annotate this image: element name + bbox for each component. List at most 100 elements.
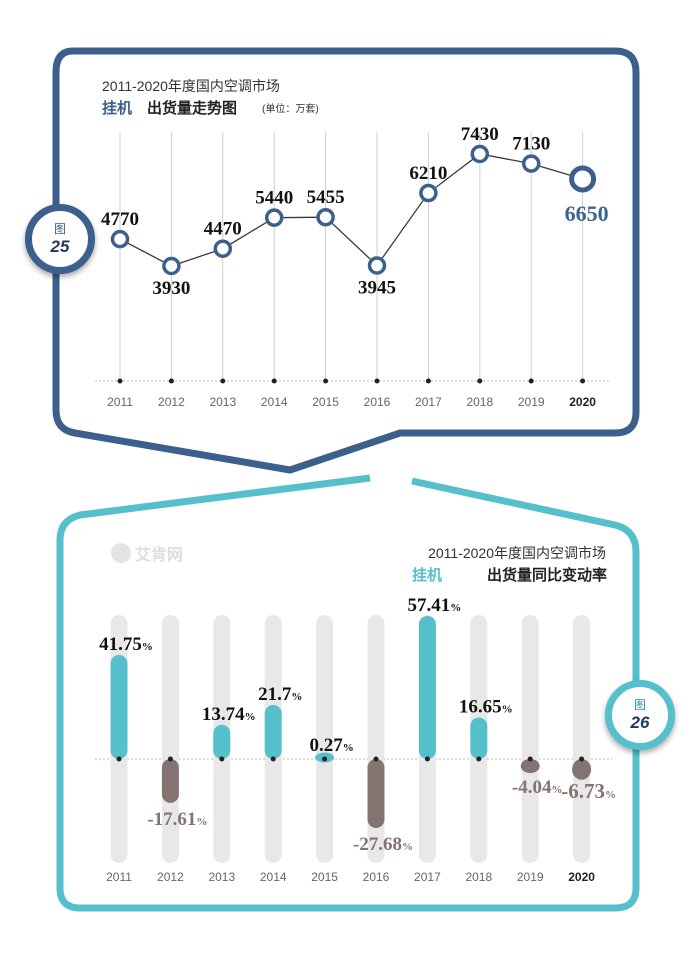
chart26-title-rest: 出货量同比变动率 [487, 566, 607, 584]
chart25-data-label: 4470 [204, 219, 242, 240]
chart25-axis-dot [425, 378, 431, 384]
chart25-x-tick-label: 2016 [364, 395, 391, 409]
chart25-x-tick-label: 2013 [209, 395, 236, 409]
chart25-axis-dot [323, 378, 329, 384]
chart25-title-rest: 出货量走势图 [147, 99, 237, 117]
chart26-axis-dot [476, 756, 482, 762]
chart26-data-label: 57.41% [408, 595, 462, 616]
chart25-data-label: 3945 [358, 278, 396, 299]
chart25-data-label: 6650 [565, 201, 609, 226]
chart26-x-tick-label: 2016 [363, 870, 390, 884]
chart25-data-point [569, 165, 597, 193]
chart25-axis-dot [374, 378, 380, 384]
chart26-badge: 图 26 [605, 680, 675, 750]
chart26-bar-track [573, 615, 591, 863]
chart25-data-point [470, 144, 490, 164]
chart25-axis-dot [117, 378, 123, 384]
chart25-data-label: 5440 [255, 188, 293, 209]
chart25-x-tick-label: 2018 [466, 395, 493, 409]
chart25-data-point [264, 208, 284, 227]
chart25-x-tick-label: 2012 [158, 395, 185, 409]
chart25-data-label: 7430 [461, 124, 499, 145]
chart25-axis-dot [220, 378, 226, 384]
chart26-title: 2011-2020年度国内空调市场 [428, 545, 606, 561]
chart25-x-tick-label: 2015 [312, 395, 339, 409]
chart25-axis-dot [477, 378, 483, 384]
chart26-bar [213, 724, 231, 759]
chart26-axis-dot [219, 756, 225, 762]
chart25-data-point [367, 256, 387, 275]
chart26-data-label: 16.65% [459, 697, 513, 718]
watermark-logo [111, 543, 131, 563]
chart25-data-label: 3930 [152, 278, 190, 299]
chart26-bar [264, 704, 282, 759]
chart25-data-point [521, 154, 541, 173]
chart26-badge-label: 图 [633, 698, 646, 712]
chart25-data-label: 7130 [512, 134, 550, 155]
chart26-bar [367, 759, 385, 828]
chart26-axis-dot [116, 756, 122, 762]
chart26-data-label: 0.27% [309, 735, 353, 756]
chart26-frame [56, 474, 640, 912]
chart26-bar [520, 759, 540, 774]
chart25-data-label: 4770 [101, 209, 139, 230]
chart26-data-label: -27.68% [353, 834, 413, 855]
chart26-axis-dot [270, 756, 276, 762]
chart26-bar [470, 717, 488, 759]
chart26-x-tick-label: 2013 [208, 870, 235, 884]
chart25-x-tick-label: 2019 [518, 395, 545, 409]
chart26-x-tick-label: 2020 [568, 870, 595, 884]
chart26-data-label: 13.74% [202, 704, 256, 725]
chart26-axis-dot [167, 756, 173, 762]
chart26-x-tick-label: 2018 [465, 870, 492, 884]
chart25-series-line [119, 153, 583, 267]
chart25-data-point [213, 239, 233, 258]
chart25-axis-dot [271, 378, 277, 384]
chart26-x-tick-label: 2014 [260, 870, 287, 884]
chart25-data-point [419, 183, 438, 203]
chart26-data-label: -17.61% [147, 809, 207, 830]
chart25-axis-dot [528, 378, 534, 384]
chart26-bar [418, 616, 436, 759]
chart26-data-label: 21.7% [258, 684, 302, 705]
chart26-axis-dot [322, 756, 328, 762]
chart26-badge-number: 26 [630, 713, 650, 732]
chart25-data-point [110, 229, 130, 249]
chart25-data-point [162, 256, 181, 276]
chart26-x-tick-label: 2015 [311, 870, 338, 884]
chart26-data-label: -6.73% [561, 779, 616, 803]
chart25-axis-dot [580, 378, 586, 384]
chart25-x-tick-label: 2017 [415, 395, 442, 409]
chart25-x-tick-label: 2014 [261, 395, 288, 409]
chart26-bar [110, 655, 128, 759]
chart25-x-tick-label: 2011 [107, 395, 133, 409]
chart26-axis-dot [527, 756, 533, 762]
chart26-data-label: -4.04% [512, 777, 563, 798]
chart26-title-highlight: 挂机 [412, 566, 442, 584]
chart26-x-tick-label: 2011 [106, 870, 132, 884]
chart25-axis-dot [168, 378, 174, 384]
chart26-axis-dot [424, 756, 430, 762]
chart25-x-tick-label: 2020 [569, 395, 596, 409]
chart25-badge-label: 图 [53, 222, 66, 236]
chart25-badge: 图 25 [25, 204, 95, 274]
chart25-data-point [316, 207, 335, 227]
chart26-x-tick-label: 2012 [157, 870, 184, 884]
chart26-bar-track [521, 615, 539, 863]
chart25-title-highlight: 挂机 [102, 99, 132, 117]
chart25-data-label: 5455 [307, 187, 345, 208]
chart25-data-label: 6210 [409, 163, 447, 184]
chart26-axis-dot [373, 756, 379, 762]
chart25-title-unit: (单位：万套) [262, 102, 319, 115]
chart26-data-label: 41.75% [99, 634, 153, 655]
chart26-bar-track [316, 615, 334, 863]
chart25-frame [52, 47, 640, 474]
chart26-axis-dot [579, 756, 585, 762]
chart25-title: 2011-2020年度国内空调市场 [102, 78, 280, 94]
chart26-x-tick-label: 2019 [517, 870, 544, 884]
watermark-text: 艾肯网 [135, 545, 183, 564]
chart26-bar [161, 759, 179, 803]
chart26-bar [572, 759, 592, 780]
chart25-badge-number: 25 [50, 237, 70, 256]
